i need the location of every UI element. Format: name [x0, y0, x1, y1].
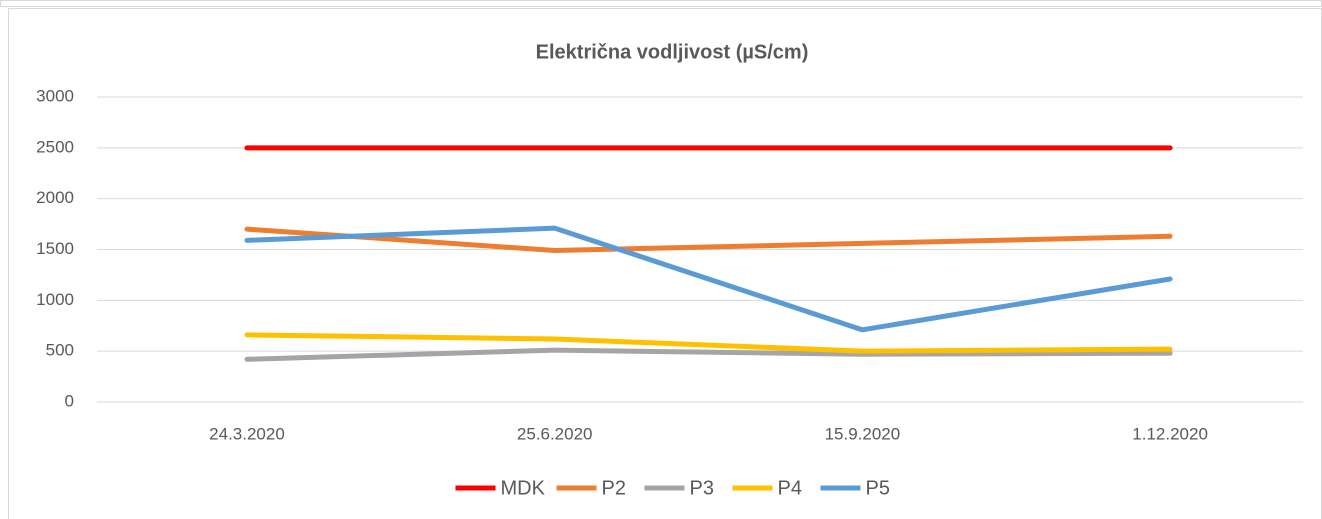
x-tick-label: 25.6.2020: [517, 424, 593, 443]
legend-label: P5: [866, 477, 890, 499]
series-line: [244, 226, 1173, 254]
series-line: [244, 225, 1173, 333]
y-tick-label: 0: [65, 391, 74, 410]
series-line: [244, 347, 1173, 362]
y-tick-label: 1000: [36, 290, 74, 309]
legend-label: MDK: [501, 477, 546, 499]
legend-label: P3: [690, 477, 714, 499]
y-tick-label: 3000: [36, 86, 74, 105]
x-tick-label: 24.3.2020: [209, 424, 285, 443]
y-tick-label: 500: [46, 341, 74, 360]
frame-top: [0, 0, 1322, 7]
legend-label: P4: [778, 477, 802, 499]
chart-title: Električna vodljivost (µS/cm): [536, 41, 809, 63]
x-tick-label: 1.12.2020: [1132, 424, 1208, 443]
y-tick-label: 2500: [36, 137, 74, 156]
y-tick-label: 2000: [36, 188, 74, 207]
x-tick-label: 15.9.2020: [825, 424, 901, 443]
y-tick-label: 1500: [36, 239, 74, 258]
legend-label: P2: [602, 477, 626, 499]
series-line: [244, 332, 1173, 354]
